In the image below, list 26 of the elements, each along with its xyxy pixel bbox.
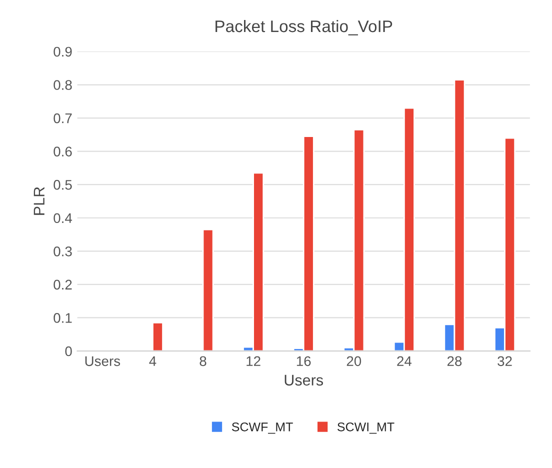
y-axis-title: PLR <box>34 187 44 215</box>
y-tick-label: 0.1 <box>54 313 72 323</box>
x-tick-label: Users <box>85 356 120 366</box>
y-tick-label: 0.4 <box>54 213 72 224</box>
y-tick-label: 0.5 <box>54 180 72 190</box>
legend-label: SCWF_MT <box>232 422 293 434</box>
y-tick-label: 0.2 <box>54 280 72 290</box>
y-tick-label: 0.9 <box>54 46 72 57</box>
bar <box>202 228 214 351</box>
y-tick-label: 0.8 <box>54 80 72 90</box>
x-tick-label: 32 <box>498 356 512 366</box>
x-tick-label: 16 <box>296 356 311 366</box>
x-tick-label: 4 <box>149 356 156 366</box>
legend-label: SCWI_MT <box>338 422 394 434</box>
x-tick-label: 24 <box>397 356 412 366</box>
y-tick-label: 0.6 <box>54 146 72 156</box>
bar <box>152 322 164 351</box>
x-axis-title: Users <box>284 374 323 386</box>
y-tick-label: 0.7 <box>54 113 72 124</box>
y-tick-label: 0.3 <box>54 246 72 256</box>
chart-title: Packet Loss Ratio_VoIP <box>216 20 392 36</box>
y-tick-label: 0 <box>65 346 72 356</box>
x-tick-label: 8 <box>200 356 206 366</box>
x-tick-label: 12 <box>246 356 260 366</box>
x-tick-label: 28 <box>447 356 462 366</box>
x-tick-label: 20 <box>346 356 362 366</box>
